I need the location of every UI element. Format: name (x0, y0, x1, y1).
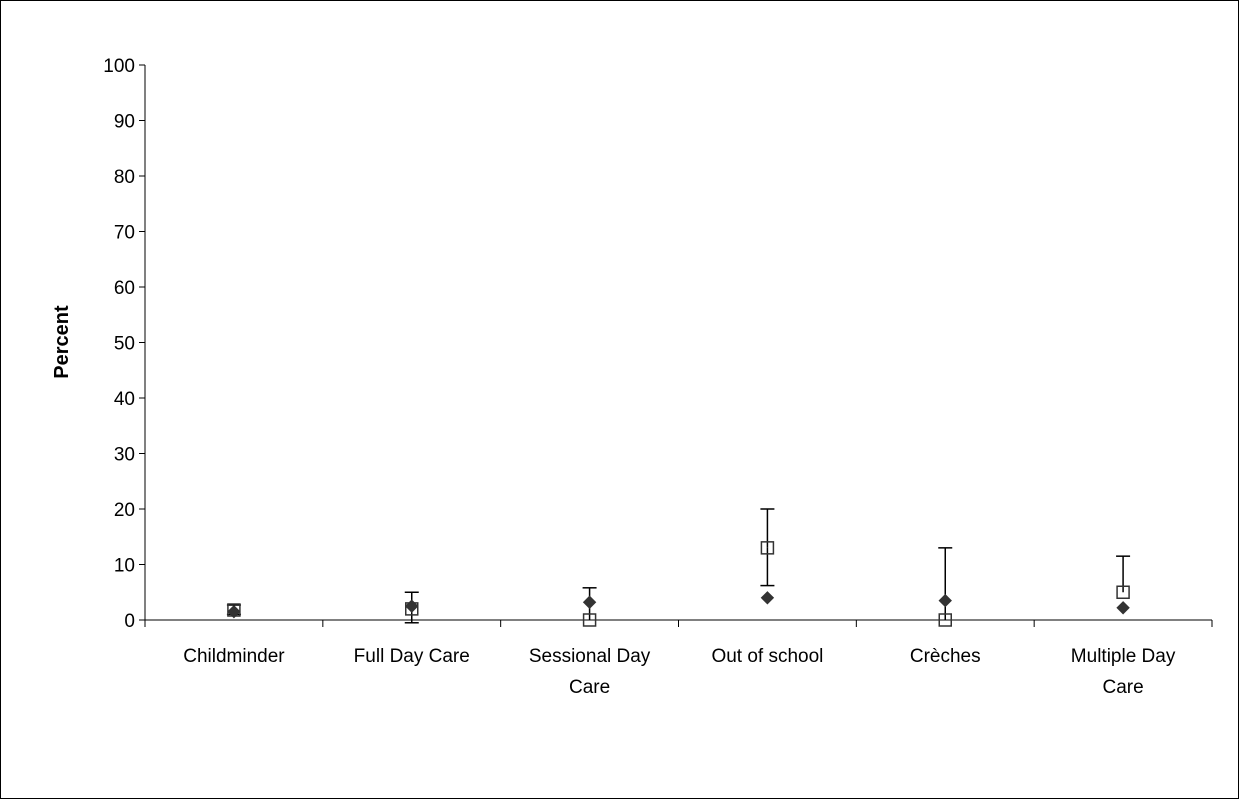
x-category-label-line: Sessional Day (529, 646, 651, 667)
diamond-marker (1116, 601, 1130, 615)
x-category-label-line: Out of school (711, 646, 823, 667)
diamond-marker (405, 599, 419, 613)
x-category-label: Crèches (910, 646, 981, 667)
x-category-label: Full Day Care (354, 646, 470, 667)
axes (144, 65, 1213, 627)
y-tick-label: 30 (114, 445, 135, 466)
diamond-marker (582, 595, 597, 609)
y-axis-title-group: Percent (51, 305, 73, 379)
y-tick-label: 50 (114, 334, 135, 355)
x-category-label: Sessional Day Care (529, 646, 651, 698)
square-marker (405, 602, 419, 616)
y-tick-label: 20 (114, 500, 135, 521)
x-category-label: Multiple Day Care (1071, 646, 1176, 698)
y-tick-label: 80 (114, 167, 135, 188)
x-category-label: Out of school (711, 646, 823, 667)
y-tick-label: 70 (114, 223, 135, 244)
square-marker (1116, 585, 1130, 599)
square-marker (227, 603, 241, 617)
diamond-marker (227, 604, 241, 619)
x-category-label-line: Crèches (910, 646, 981, 667)
y-axis-title: Percent (51, 305, 73, 379)
diamond-marker (938, 593, 952, 608)
x-category-label-line: Care (569, 677, 610, 698)
square-marker (582, 613, 597, 627)
y-tick-label: 90 (114, 112, 135, 133)
y-tick-label: 10 (114, 556, 135, 577)
x-category-label: Childminder (183, 646, 285, 667)
data-markers (227, 541, 1130, 627)
x-category-label-line: Care (1102, 677, 1143, 698)
y-tick-label: 60 (114, 278, 135, 299)
x-category-label-line: Multiple Day (1071, 646, 1176, 667)
error-bars (226, 508, 1131, 624)
x-category-label-line: Full Day Care (354, 646, 470, 667)
x-category-labels: Childminder Full Day Care Sessional Day Car… (183, 646, 1176, 698)
y-tick-label: 0 (124, 611, 135, 632)
x-category-label-line: Childminder (183, 646, 285, 667)
y-tick-label: 100 (103, 56, 135, 77)
y-ticks: 0 10 20 30 40 50 60 70 80 90 100 (103, 56, 145, 632)
square-marker (760, 541, 775, 555)
diamond-marker (760, 591, 775, 605)
y-tick-label: 40 (114, 389, 135, 410)
square-marker (938, 613, 952, 627)
